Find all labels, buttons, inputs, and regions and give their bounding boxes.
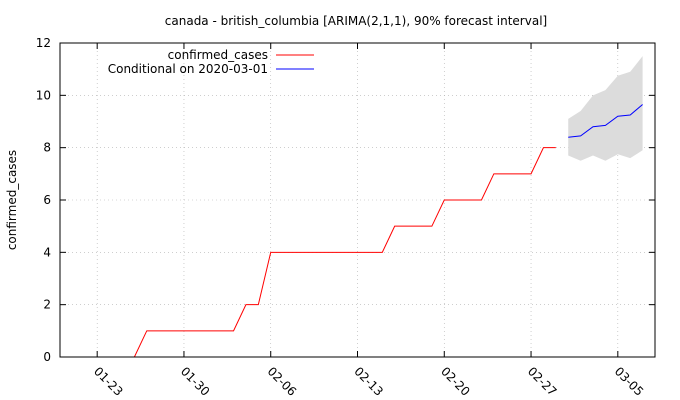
forecast-interval-band (568, 56, 643, 161)
x-tick-label: 02-20 (438, 364, 473, 399)
series-line-forecast (568, 104, 643, 138)
plot-border (59, 42, 656, 358)
plot-area: 0 2 4 6 8 10 12 01-23 01-30 02-06 02-13 02-20 02-27 0… (36, 36, 656, 399)
y-tick-label: 8 (43, 141, 51, 155)
legend-label-confirmed: confirmed_cases (168, 48, 268, 62)
chart-title: canada - british_columbia [ARIMA(2,1,1),… (165, 14, 547, 28)
legend: confirmed_cases Conditional on 2020-03-0… (108, 48, 314, 76)
x-tick-label: 01-30 (178, 364, 213, 399)
x-tick-label: 01-23 (91, 364, 126, 399)
y-tick-label: 12 (36, 36, 51, 50)
series-line-confirmed (133, 147, 556, 358)
x-tick-label: 02-27 (525, 364, 560, 399)
y-axis-label: confirmed_cases (5, 150, 19, 250)
x-tick-label: 02-13 (351, 364, 386, 399)
x-tick-label: 02-06 (265, 364, 300, 399)
y-tick-label: 4 (43, 245, 51, 259)
y-tick-label: 10 (36, 88, 51, 102)
legend-label-forecast: Conditional on 2020-03-01 (108, 62, 268, 76)
y-tick-label: 2 (43, 298, 51, 312)
y-tick-label: 6 (43, 193, 51, 207)
x-tick-label: 03-05 (612, 364, 647, 399)
y-tick-label: 0 (43, 350, 51, 364)
